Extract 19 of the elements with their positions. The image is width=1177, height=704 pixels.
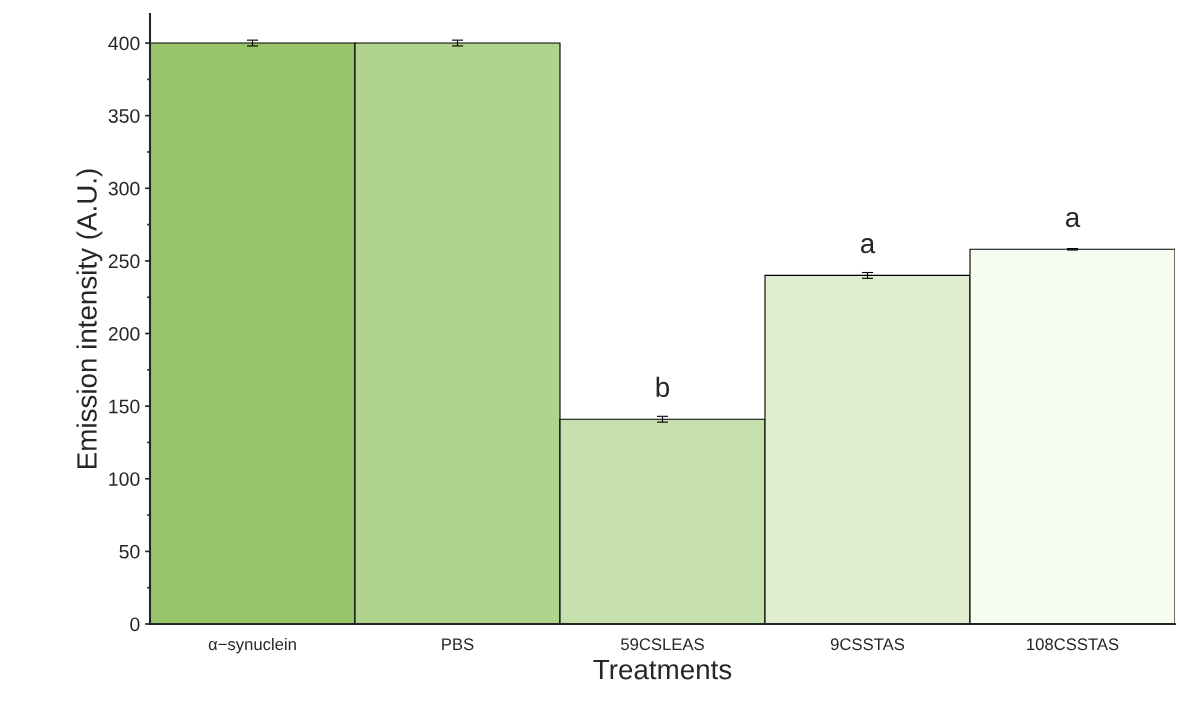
x-axis-title: Treatments [593, 660, 732, 680]
y-axis-title: Emission intensity (A.U.) [76, 169, 103, 468]
y-tick-label: 300 [108, 181, 140, 196]
annotation: a [860, 238, 876, 254]
y-tick-label: 100 [109, 472, 140, 486]
x-tick-label: 9CSSTAS [830, 638, 905, 651]
x-tick-label: α−synuclein [208, 637, 296, 654]
y-tick-label: 150 [109, 399, 140, 414]
y-tick-label: 250 [108, 254, 140, 269]
x-tick-label: PBS [442, 638, 474, 651]
x-tick-label: 108CSSTAS [1027, 638, 1119, 651]
y-tick-label: 0 [130, 617, 140, 632]
y-tick-label: 50 [119, 544, 140, 559]
x-tick-label: 59CSLEAS [621, 638, 704, 651]
annotation: a [1065, 211, 1081, 228]
y-tick-label: 200 [108, 326, 140, 341]
y-tick-label: 350 [108, 109, 140, 123]
annotation: b [656, 376, 670, 398]
y-tick-label: 400 [108, 36, 140, 51]
